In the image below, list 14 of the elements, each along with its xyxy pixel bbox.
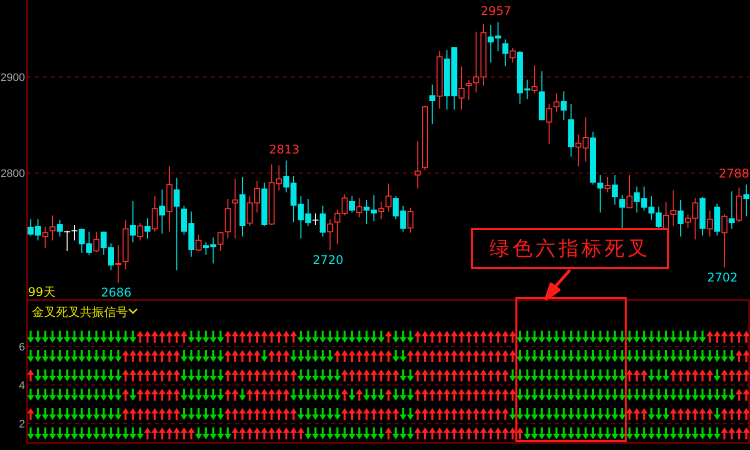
y-tick-label: 2 [18,418,25,431]
y-tick-label: 6 [18,341,25,354]
annotation: 2720 [312,253,344,267]
y-tick-label: 4 [18,380,25,392]
y-tick-label: 2800 [0,168,25,180]
annotation: 绿色六指标死叉 [490,236,650,260]
annotation: 2813 [268,142,300,157]
annotation: 2788 [718,166,750,181]
chart-title: 金叉死叉共振信号 [32,305,128,319]
y-tick-label: 2900 [0,72,25,84]
annotation: 99天 [28,285,56,299]
annotation: 2957 [480,4,512,18]
annotation: 2686 [101,286,132,300]
annotation: 2702 [707,270,738,284]
